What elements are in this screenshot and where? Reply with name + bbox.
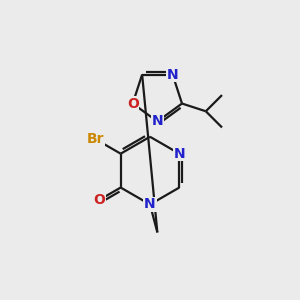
Text: Br: Br xyxy=(86,132,104,146)
Text: O: O xyxy=(93,193,105,207)
Text: N: N xyxy=(152,114,163,128)
Text: N: N xyxy=(167,68,178,82)
Text: N: N xyxy=(173,147,185,161)
Text: N: N xyxy=(144,197,156,212)
Text: O: O xyxy=(127,97,139,110)
